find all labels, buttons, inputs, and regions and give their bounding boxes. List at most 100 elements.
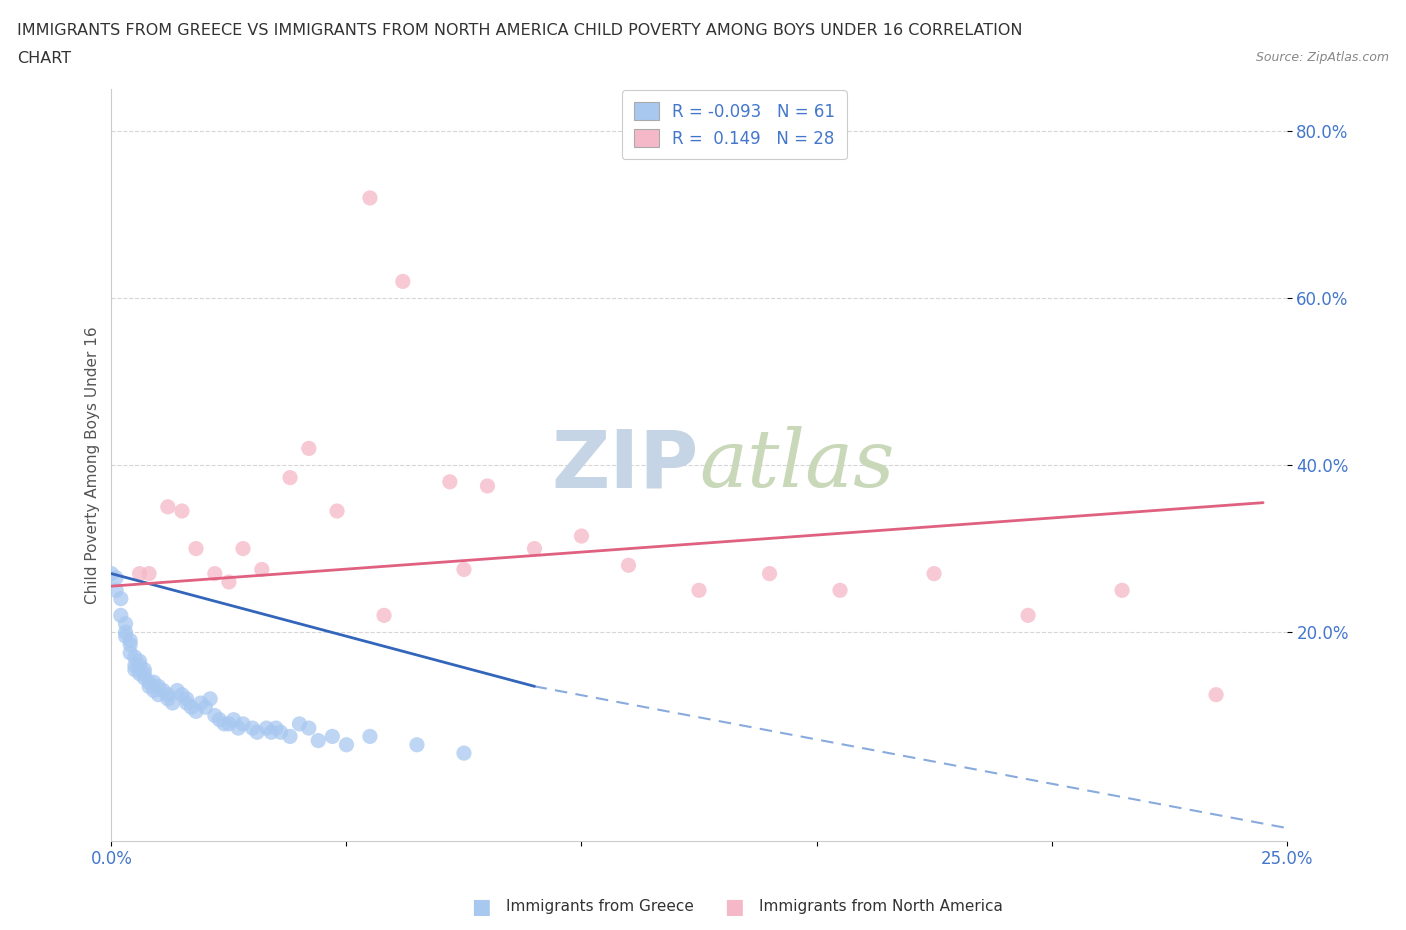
Point <box>142 683 165 698</box>
Point <box>256 721 278 736</box>
Point <box>688 583 710 598</box>
Point <box>114 617 136 631</box>
Point <box>373 608 395 623</box>
Point <box>359 191 381 206</box>
Point <box>128 667 150 682</box>
Point <box>260 724 283 739</box>
Point <box>110 608 132 623</box>
Point <box>298 721 321 736</box>
Point <box>246 724 269 739</box>
Point <box>453 746 475 761</box>
Text: Immigrants from Greece: Immigrants from Greece <box>506 899 695 914</box>
Point <box>278 729 301 744</box>
Point <box>359 729 381 744</box>
Point <box>218 575 240 590</box>
Point <box>128 658 150 673</box>
Point <box>105 570 128 585</box>
Point <box>176 696 198 711</box>
Point <box>138 674 160 689</box>
Point <box>170 503 193 518</box>
Point <box>278 471 301 485</box>
Point <box>1111 583 1133 598</box>
Point <box>242 721 264 736</box>
Point <box>170 687 193 702</box>
Point <box>148 687 170 702</box>
Point <box>124 650 146 665</box>
Point <box>176 691 198 706</box>
Point <box>307 733 329 748</box>
Text: atlas: atlas <box>699 426 894 504</box>
Point <box>212 716 235 731</box>
Point <box>828 583 851 598</box>
Point <box>162 696 184 711</box>
Point <box>439 474 461 489</box>
Text: CHART: CHART <box>17 51 70 66</box>
Point <box>114 629 136 644</box>
Point <box>124 662 146 677</box>
Point <box>204 566 226 581</box>
Point <box>270 724 292 739</box>
Point <box>184 704 207 719</box>
Point <box>148 679 170 694</box>
Point <box>922 566 945 581</box>
Point <box>232 716 254 731</box>
Text: ■: ■ <box>471 897 491 917</box>
Point <box>114 625 136 640</box>
Point <box>204 708 226 723</box>
Point <box>194 699 217 714</box>
Point <box>120 633 142 648</box>
Point <box>128 654 150 669</box>
Point <box>152 683 174 698</box>
Y-axis label: Child Poverty Among Boys Under 16: Child Poverty Among Boys Under 16 <box>86 326 100 604</box>
Point <box>1205 687 1227 702</box>
Point <box>232 541 254 556</box>
Point <box>758 566 780 581</box>
Point <box>110 591 132 606</box>
Point <box>120 637 142 652</box>
Point <box>105 583 128 598</box>
Text: IMMIGRANTS FROM GREECE VS IMMIGRANTS FROM NORTH AMERICA CHILD POVERTY AMONG BOYS: IMMIGRANTS FROM GREECE VS IMMIGRANTS FRO… <box>17 23 1022 38</box>
Point <box>250 562 273 577</box>
Point <box>134 667 156 682</box>
Point <box>298 441 321 456</box>
Text: ZIP: ZIP <box>551 426 699 504</box>
Point <box>453 562 475 577</box>
Point <box>138 566 160 581</box>
Point <box>222 712 245 727</box>
Point <box>321 729 343 744</box>
Point <box>617 558 640 573</box>
Point <box>180 699 202 714</box>
Point <box>264 721 287 736</box>
Point <box>335 737 357 752</box>
Point <box>142 674 165 689</box>
Point <box>156 687 179 702</box>
Point <box>392 274 415 289</box>
Point <box>228 721 250 736</box>
Point <box>124 658 146 673</box>
Point <box>477 479 499 494</box>
Point <box>134 671 156 685</box>
Point <box>156 499 179 514</box>
Point <box>326 503 349 518</box>
Text: Source: ZipAtlas.com: Source: ZipAtlas.com <box>1256 51 1389 64</box>
Text: Immigrants from North America: Immigrants from North America <box>759 899 1002 914</box>
Point <box>184 541 207 556</box>
Point <box>406 737 429 752</box>
Point <box>523 541 546 556</box>
Point <box>120 645 142 660</box>
Point <box>198 691 221 706</box>
Point <box>166 683 188 698</box>
Point <box>138 679 160 694</box>
Legend: R = -0.093   N = 61, R =  0.149   N = 28: R = -0.093 N = 61, R = 0.149 N = 28 <box>621 90 846 159</box>
Point <box>134 662 156 677</box>
Point <box>190 696 212 711</box>
Point <box>208 712 231 727</box>
Text: ■: ■ <box>724 897 744 917</box>
Point <box>128 566 150 581</box>
Point <box>1017 608 1039 623</box>
Point <box>100 566 122 581</box>
Point <box>571 528 593 543</box>
Point <box>218 716 240 731</box>
Point <box>156 691 179 706</box>
Point <box>288 716 311 731</box>
